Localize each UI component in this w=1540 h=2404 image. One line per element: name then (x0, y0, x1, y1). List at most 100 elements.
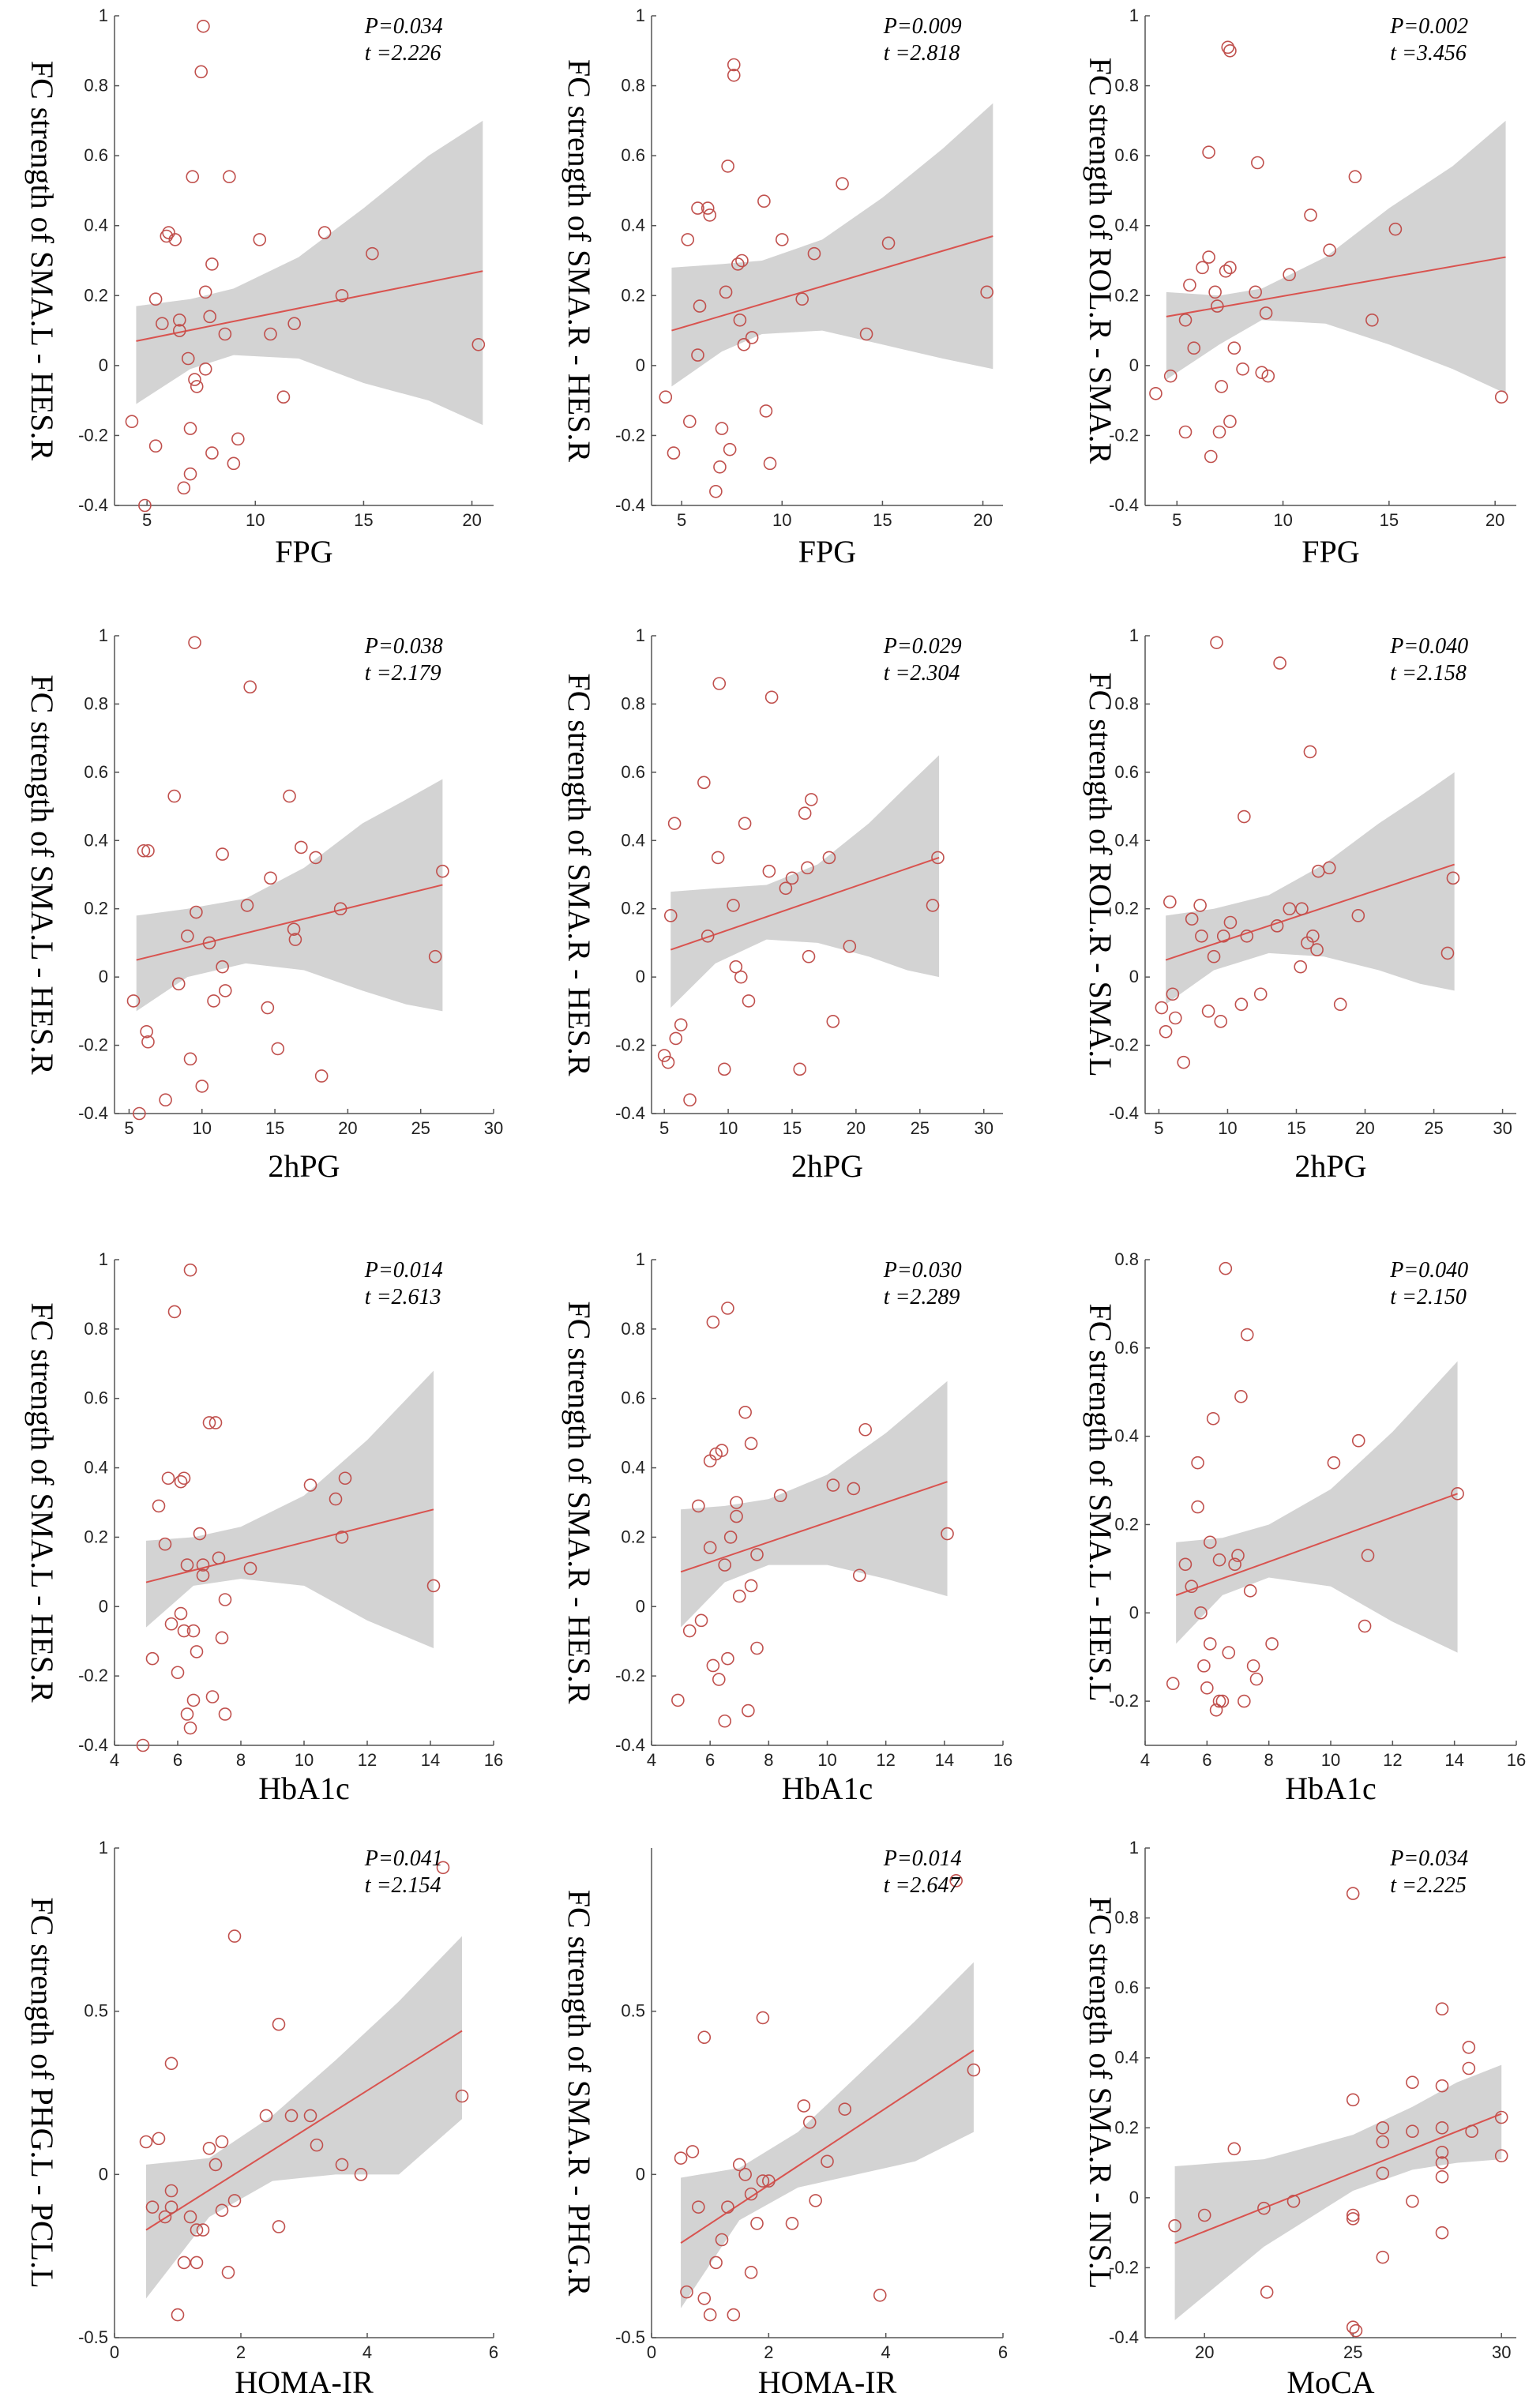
chart-7-point-35 (426, 1579, 441, 1593)
chart-9-x-tick-label: 16 (1507, 1750, 1526, 1770)
chart-7-point-2 (145, 1651, 160, 1666)
chart-11-point-5 (697, 2292, 712, 2305)
chart-9-y-tick-label: 0.4 (1114, 1426, 1139, 1446)
chart-4-point-12 (188, 636, 201, 649)
chart-8-point-21 (742, 1703, 755, 1718)
chart-7-point-20 (193, 1527, 207, 1541)
chart-11-point-16 (750, 2217, 764, 2230)
chart-8-point-24 (750, 1641, 764, 1655)
chart-1-point-18 (194, 65, 208, 79)
chart-10-point-24 (284, 2109, 299, 2123)
chart-1-point-31 (276, 390, 291, 404)
chart-9-point-29 (1358, 1619, 1372, 1633)
chart-5-y-tick-label: 1 (636, 625, 645, 645)
chart-1-point-34 (335, 288, 349, 302)
chart-4-point-3 (137, 843, 151, 858)
chart-6-fit-line (1165, 863, 1455, 961)
chart-1-x-tick-label: 15 (354, 510, 373, 530)
chart-8-x-tick-label: 10 (817, 1750, 836, 1770)
chart-1-point-14 (183, 422, 197, 435)
chart-3-x-tick-label: 20 (1486, 510, 1504, 530)
chart-8-stat-t: t =2.289 (884, 1285, 960, 1309)
chart-6-point-27 (1306, 929, 1320, 943)
chart-2-point-29 (836, 177, 849, 190)
chart-5-x-tick-label: 20 (847, 1118, 866, 1138)
chart-3-point-33 (1494, 390, 1508, 404)
chart-8-point-10 (712, 1673, 726, 1686)
chart-5-point-26 (804, 793, 818, 806)
chart-3-point-15 (1219, 264, 1233, 278)
chart-10-point-2 (145, 2200, 160, 2214)
chart-3-point-16 (1221, 40, 1235, 54)
chart-1-point-33 (317, 226, 332, 239)
chart-8-point-12 (718, 1558, 732, 1572)
chart-2-point-31 (881, 236, 896, 250)
chart-2-point-1 (659, 390, 673, 404)
chart-12-y-tick-label: -0.2 (1109, 2257, 1139, 2277)
chart-3-point-30 (1348, 170, 1362, 184)
chart-8-point-16 (723, 1531, 738, 1544)
chart-7-point-33 (335, 1531, 349, 1544)
chart-10-point-9 (177, 2256, 191, 2270)
chart-7-confidence-band (146, 1370, 434, 1648)
chart-7-stat-t: t =2.613 (365, 1285, 441, 1309)
chart-8-point-18 (730, 1509, 743, 1523)
chart-1-point-20 (198, 285, 212, 299)
chart-5-y-tick-label: 0.2 (621, 899, 645, 918)
chart-2-point-19 (733, 313, 747, 327)
chart-3-stat-t: t =3.456 (1390, 41, 1467, 66)
chart-7-point-5 (161, 1471, 175, 1486)
chart-7-point-26 (212, 1551, 226, 1565)
chart-5-point-27 (822, 851, 836, 865)
chart-9-stat-p: P=0.040 (1389, 1258, 1468, 1283)
chart-1-point-21 (198, 362, 212, 376)
chart-12-point-23 (1435, 2145, 1449, 2159)
chart-6-y-tick-label: 0 (1129, 967, 1139, 986)
chart-4-point-22 (261, 1001, 275, 1015)
chart-1-stat-t: t =2.226 (365, 41, 441, 66)
chart-5-y-tick-label: 0.8 (621, 693, 645, 713)
chart-9-point-16 (1219, 1261, 1233, 1275)
chart-3-y-label: FC strength of ROL.R - SMA.R (1083, 58, 1118, 464)
chart-12-point-12 (1349, 2323, 1363, 2338)
chart-12-stat-p: P=0.034 (1389, 1846, 1468, 1871)
chart-4-point-23 (264, 871, 277, 885)
chart-4-point-27 (288, 933, 302, 946)
chart-12-x-tick-label: 25 (1343, 2342, 1362, 2362)
chart-3-point-22 (1249, 285, 1262, 299)
chart-3-point-17 (1223, 43, 1237, 58)
chart-3-point-25 (1259, 306, 1273, 320)
chart-6-point-7 (1185, 912, 1199, 926)
chart-4-point-26 (287, 922, 301, 936)
chart-1-point-12 (181, 351, 195, 366)
chart-9-point-28 (1351, 1433, 1365, 1448)
chart-9-x-tick-label: 14 (1444, 1750, 1463, 1770)
chart-4-point-1 (126, 994, 141, 1008)
chart-2-y-tick-label: 0 (636, 355, 645, 375)
chart-10-x-tick-label: 0 (110, 2342, 119, 2362)
chart-1-y-label: FC strength of SMA.L - HES.R (24, 61, 60, 461)
chart-1-point-22 (203, 310, 216, 324)
chart-8-y-tick-label: -0.2 (615, 1666, 645, 1685)
chart-7-point-4 (158, 1537, 172, 1551)
chart-9-point-20 (1234, 1390, 1248, 1403)
chart-12-point-15 (1376, 2135, 1390, 2149)
chart-10-point-16 (215, 2203, 229, 2218)
chart-4-stat-p: P=0.038 (364, 634, 443, 659)
chart-5-fit-line (670, 856, 940, 951)
chart-11-point-17 (756, 2011, 770, 2025)
chart-12-point-31 (1494, 2149, 1508, 2163)
chart-8-point-26 (773, 1489, 787, 1503)
chart-1-point-7 (162, 226, 175, 239)
chart-9-point-25 (1249, 1672, 1264, 1686)
chart-11-confidence-band (681, 1962, 974, 2308)
chart-6-point-17 (1238, 809, 1251, 824)
chart-5-point-28 (826, 1015, 840, 1028)
chart-8-point-1 (671, 1693, 685, 1707)
chart-9-x-tick-label: 8 (1264, 1750, 1274, 1770)
chart-6-point-10 (1201, 1005, 1215, 1018)
chart-4-point-25 (283, 789, 296, 803)
chart-2-stat-t: t =2.818 (884, 41, 960, 66)
